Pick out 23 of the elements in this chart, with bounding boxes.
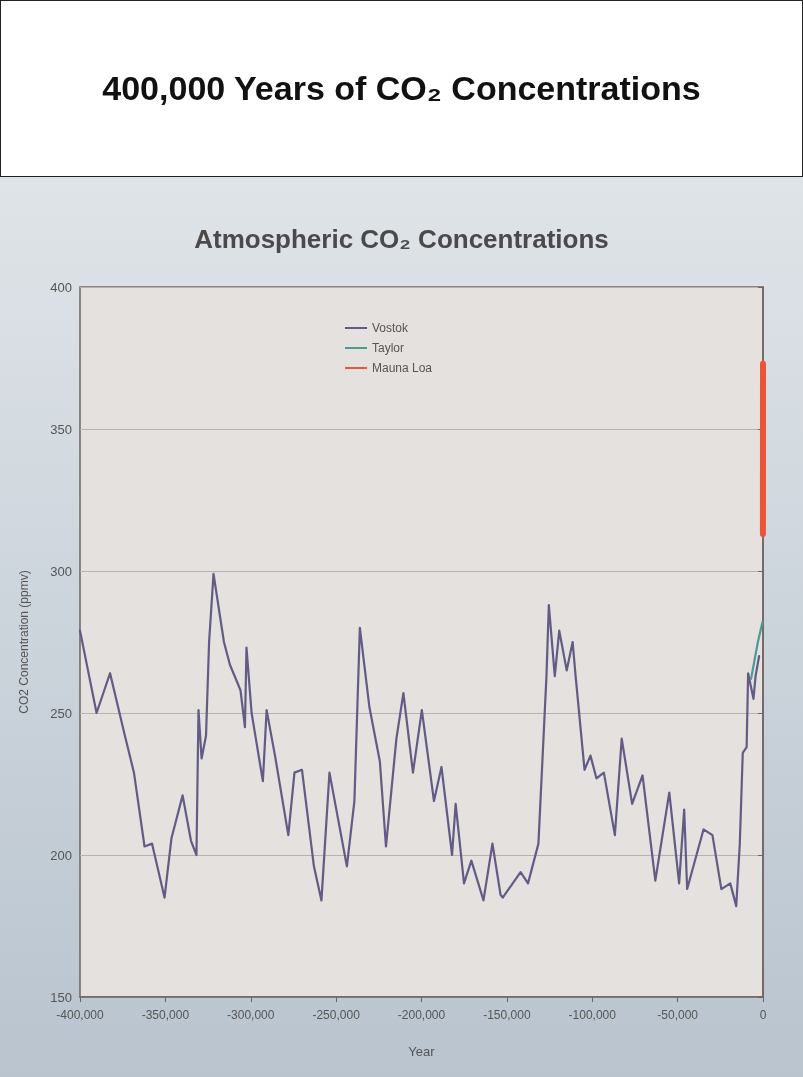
x-tick-label: -300,000 (227, 1008, 275, 1022)
x-tick-label: 0 (759, 1008, 767, 1022)
y-tick-label: 300 (50, 563, 72, 579)
x-tick-label: -100,000 (568, 1008, 617, 1022)
legend-label: Vostok (372, 321, 410, 335)
x-tick-label: -250,000 (312, 1008, 361, 1022)
legend-label: Taylor (372, 341, 405, 355)
y-tick-label: 400 (50, 279, 72, 295)
x-tick-label: -200,000 (397, 1008, 446, 1022)
y-tick-label: 200 (50, 847, 72, 863)
x-tick-label: -400,000 (56, 1008, 105, 1022)
x-tick-label: -50,000 (657, 1008, 699, 1022)
y-axis-title: CO2 Concentration (ppmv) (17, 570, 31, 714)
chart-subtitle: Atmospheric CO₂ Concentrations (194, 224, 609, 254)
chart-title: 400,000 Years of CO₂ Concentrations (102, 69, 701, 108)
y-tick-label: 350 (50, 421, 72, 437)
x-tick-label: -350,000 (141, 1008, 190, 1022)
line-series (78, 572, 761, 908)
legend-label: Mauna Loa (372, 361, 433, 375)
x-axis-title: Year (408, 1044, 436, 1059)
y-tick-label: 250 (50, 705, 72, 721)
x-tick-label: -150,000 (483, 1008, 531, 1022)
y-tick-label: 150 (50, 989, 72, 1005)
